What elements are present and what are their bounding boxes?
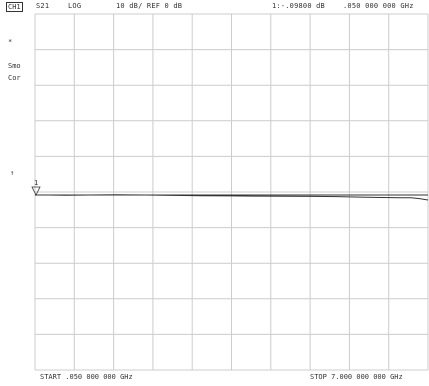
marker-1: 1 <box>31 179 41 196</box>
stop-frequency: STOP 7.000 000 000 GHz <box>310 373 403 381</box>
format-label: LOG <box>68 2 82 10</box>
scale-label: 10 dB/ REF 0 dB <box>116 2 183 10</box>
smoothing-indicator: Smo <box>8 62 21 70</box>
marker-number: 1 <box>34 179 38 187</box>
reference-arrow-icon: ↑ <box>10 169 15 177</box>
measurement-label: S21 <box>36 2 50 10</box>
asterisk-indicator: * <box>8 38 13 46</box>
grid <box>34 13 429 371</box>
start-frequency: START .050 000 000 GHz <box>40 373 133 381</box>
marker-triangle-icon <box>31 186 41 196</box>
channel-indicator: CH1 <box>6 2 23 12</box>
marker-frequency: .050 000 000 GHz <box>343 2 414 10</box>
correction-indicator: Cor <box>8 74 21 82</box>
marker-readout: 1:-.09800 dB <box>272 2 325 10</box>
